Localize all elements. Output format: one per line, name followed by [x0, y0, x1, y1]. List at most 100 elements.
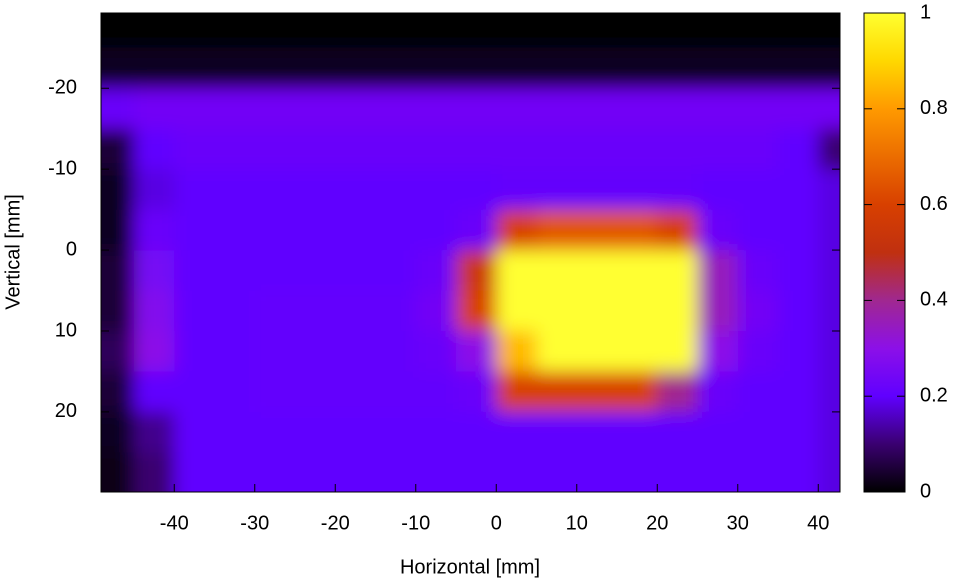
heat-cell: [657, 128, 699, 170]
heat-cell: [335, 128, 377, 170]
heat-cell: [335, 452, 377, 492]
heat-cell: [214, 371, 256, 413]
heat-cell: [496, 452, 538, 492]
heat-cell: [576, 88, 618, 130]
heat-cell: [335, 88, 377, 130]
heat-cell: [536, 128, 578, 170]
x-tick-label: 10: [566, 512, 588, 534]
heat-cell: [697, 411, 739, 453]
heat-cell: [415, 128, 457, 170]
heat-cell: [737, 371, 779, 413]
heat-cell: [335, 330, 377, 372]
plot-frame: [100, 12, 841, 493]
heat-cell: [134, 452, 175, 492]
heat-cell: [254, 452, 296, 492]
heat-cell: [778, 169, 819, 211]
heat-cell: [657, 13, 699, 49]
heat-cell: [335, 13, 377, 49]
heat-cell: [496, 250, 538, 292]
heat-cell: [415, 209, 457, 251]
heat-cell: [737, 47, 779, 89]
heat-cell: [254, 290, 296, 332]
heat-cell: [254, 371, 296, 413]
heat-cell: [456, 13, 497, 49]
heat-cell: [295, 209, 336, 251]
heat-cell: [254, 411, 296, 453]
heat-cell: [737, 411, 779, 453]
heat-cell: [818, 250, 840, 292]
heat-cell: [697, 13, 739, 49]
heat-cell: [101, 47, 135, 89]
x-tick-label: -40: [160, 512, 189, 534]
heat-cell: [778, 88, 819, 130]
heat-cell: [375, 209, 417, 251]
heat-cell: [496, 47, 538, 89]
heat-cell: [214, 128, 256, 170]
heat-cell: [214, 290, 256, 332]
x-tick-label: 0: [491, 512, 502, 534]
colorbar-tick-label: 0.2: [920, 384, 948, 406]
heat-cell: [375, 47, 417, 89]
heat-cell: [415, 452, 457, 492]
heat-cell: [335, 411, 377, 453]
heat-cell: [536, 13, 578, 49]
heat-cell: [697, 250, 739, 292]
y-tick-label: 10: [55, 319, 77, 341]
heat-cell: [456, 330, 497, 372]
heat-cell: [496, 88, 538, 130]
heat-cell: [295, 128, 336, 170]
heat-cell: [134, 47, 175, 89]
heat-cell: [214, 411, 256, 453]
heat-cell: [134, 250, 175, 292]
heat-cell: [174, 209, 216, 251]
heat-cell: [335, 209, 377, 251]
heat-cell: [101, 13, 135, 49]
heat-cell: [617, 290, 658, 332]
heatmap: [101, 13, 840, 492]
colorbar-tick-label: 0: [920, 480, 931, 502]
colorbar-tick-label: 0.8: [920, 97, 948, 119]
heat-cell: [818, 128, 840, 170]
heat-cell: [576, 290, 618, 332]
heat-cell: [697, 371, 739, 413]
colorbar-tick-label: 0.6: [920, 193, 948, 215]
heat-cell: [456, 169, 497, 211]
heat-cell: [456, 452, 497, 492]
heat-cell: [737, 169, 779, 211]
heat-cell: [536, 452, 578, 492]
heat-cell: [576, 250, 618, 292]
heat-cell: [456, 371, 497, 413]
heat-cell: [657, 330, 699, 372]
heat-cell: [657, 371, 699, 413]
heat-cell: [415, 290, 457, 332]
heat-cell: [778, 330, 819, 372]
x-axis-label: Horizontal [mm]: [400, 556, 540, 578]
heat-cell: [335, 250, 377, 292]
heat-cell: [101, 371, 135, 413]
heat-cell: [657, 290, 699, 332]
heat-cell: [174, 169, 216, 211]
heat-cell: [174, 88, 216, 130]
heat-cell: [101, 411, 135, 453]
heat-cell: [295, 13, 336, 49]
heat-cell: [617, 88, 658, 130]
heat-cell: [134, 128, 175, 170]
heat-cell: [101, 250, 135, 292]
heat-cell: [375, 13, 417, 49]
heat-cell: [375, 371, 417, 413]
heat-cell: [617, 128, 658, 170]
heat-cell: [174, 290, 216, 332]
heat-cell: [295, 47, 336, 89]
heat-cell: [617, 452, 658, 492]
heat-cell: [657, 452, 699, 492]
heat-cell: [576, 13, 618, 49]
heat-cell: [134, 330, 175, 372]
heat-cell: [496, 128, 538, 170]
x-tick-label: -20: [321, 512, 350, 534]
heat-cell: [818, 330, 840, 372]
heat-cell: [737, 209, 779, 251]
heat-cell: [101, 330, 135, 372]
heat-cell: [536, 330, 578, 372]
heat-cell: [174, 330, 216, 372]
heat-cell: [697, 47, 739, 89]
